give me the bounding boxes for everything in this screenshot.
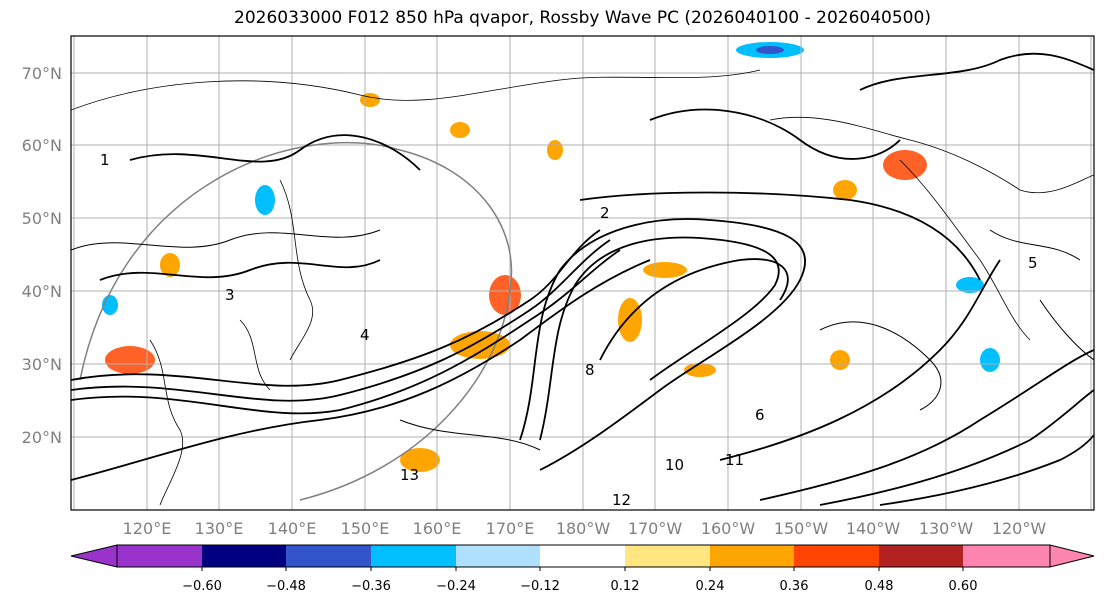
- contour-label: 10: [665, 456, 684, 474]
- contour-label: 12: [612, 491, 631, 509]
- colorbar-segment: [286, 545, 371, 567]
- colorbar-tick-label: −0.60: [182, 579, 222, 594]
- lat-label: 30°N: [22, 355, 62, 374]
- colorbar-tick-label: −0.24: [436, 579, 476, 594]
- lat-label: 60°N: [22, 136, 62, 155]
- lon-label: 140°E: [268, 519, 317, 538]
- colorbar-segment: [710, 545, 794, 567]
- lon-label: 130°E: [195, 519, 244, 538]
- map-frame: [70, 35, 1095, 511]
- latitude-labels: 70°N 60°N 50°N 40°N 30°N 20°N: [22, 64, 62, 447]
- lat-label: 50°N: [22, 209, 62, 228]
- colorbar-segment: [202, 545, 286, 567]
- graticule: [71, 36, 1094, 510]
- map-title: 2026033000 F012 850 hPa qvapor, Rossby W…: [234, 8, 931, 28]
- colorbar-tick-label: −0.12: [520, 579, 560, 594]
- colorbar-segment: [963, 545, 1050, 567]
- contour-lines: [71, 52, 1094, 506]
- colorbar-tick-label: 0.48: [865, 579, 894, 594]
- lon-label: 180°W: [556, 519, 611, 538]
- contour-lines-thin: [71, 229, 1094, 451]
- lon-label: 130°W: [919, 519, 974, 538]
- contour-label: 8: [585, 361, 595, 379]
- colorbar-tick-label: 0.12: [611, 579, 640, 594]
- lat-label: 20°N: [22, 428, 62, 447]
- contour-label: 5: [1028, 254, 1038, 272]
- contour-label: 11: [725, 451, 744, 469]
- lon-label: 160°E: [413, 519, 462, 538]
- contour-value-labels: 1 2 3 4 5 6 8 10 11 12 13: [100, 151, 1038, 509]
- colorbar-tick-label: −0.48: [266, 579, 306, 594]
- contour-label: 13: [400, 466, 419, 484]
- colorbar-tick-label: −0.36: [351, 579, 391, 594]
- colorbar: −0.60 −0.48 −0.36 −0.24 −0.12 0.12 0.24 …: [70, 544, 1095, 594]
- colorbar-segment: [794, 545, 879, 567]
- colorbar-tick-label: 0.24: [696, 579, 725, 594]
- lat-label: 70°N: [22, 64, 62, 83]
- contour-label: 2: [600, 204, 610, 222]
- colorbar-segment: [117, 545, 202, 567]
- lon-label: 150°E: [341, 519, 390, 538]
- lon-label: 170°W: [628, 519, 683, 538]
- colorbar-tick-label: 0.36: [780, 579, 809, 594]
- lon-label: 150°W: [774, 519, 829, 538]
- lon-label: 120°W: [992, 519, 1047, 538]
- colorbar-frame: [116, 544, 1051, 568]
- colorbar-extend-max: [1049, 544, 1095, 568]
- colorbar-segment: [456, 545, 540, 567]
- contour-label: 6: [755, 406, 765, 424]
- coastlines: [71, 69, 1094, 506]
- colorbar-segment: [879, 545, 963, 567]
- colorbar-ticks: −0.60 −0.48 −0.36 −0.24 −0.12 0.12 0.24 …: [182, 579, 977, 594]
- colorbar-segment: [371, 545, 456, 567]
- contour-label: 4: [360, 326, 370, 344]
- lat-label: 40°N: [22, 282, 62, 301]
- colorbar-tick-label: 0.60: [949, 579, 978, 594]
- colorbar-segment: [625, 545, 710, 567]
- colorbar-extend-min: [70, 544, 118, 568]
- lon-label: 120°E: [123, 519, 172, 538]
- region-outline: [79, 142, 513, 501]
- contour-label: 3: [225, 286, 235, 304]
- contour-label: 1: [100, 151, 110, 169]
- lon-label: 160°W: [701, 519, 756, 538]
- longitude-labels: 120°E 130°E 140°E 150°E 160°E 170°E 180°…: [123, 519, 1047, 538]
- lon-label: 170°E: [486, 519, 535, 538]
- lon-label: 140°W: [846, 519, 901, 538]
- colorbar-segment: [540, 545, 625, 567]
